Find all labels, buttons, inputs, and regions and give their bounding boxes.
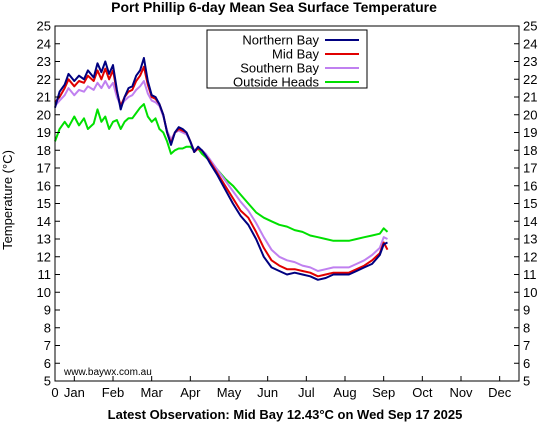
y-tick-label-left: 10 <box>37 285 51 300</box>
y-tick-label-right: 9 <box>523 303 530 318</box>
y-tick-label-left: 15 <box>37 196 51 211</box>
y-tick-label-left: 16 <box>37 178 51 193</box>
y-tick-label-right: 18 <box>523 143 537 158</box>
x-tick-label: Oct <box>412 385 433 400</box>
y-tick-label-right: 15 <box>523 196 537 211</box>
credit-text: www.baywx.com.au <box>63 367 152 378</box>
y-tick-label-left: 20 <box>37 107 51 122</box>
y-tick-label-right: 25 <box>523 19 537 34</box>
series-line-outside-heads <box>54 103 389 242</box>
series-line-mid-bay <box>54 65 389 278</box>
axis-layer: 5 5 6 6 7 7 8 8 9 9 10 10 11 11 12 12 13 13 14 14 15 15 16 16 17… <box>37 19 538 401</box>
y-tick-label-left: 22 <box>37 72 51 87</box>
latest-observation-footer: Latest Observation: Mid Bay 12.43°C on W… <box>108 407 463 422</box>
series-layer <box>54 57 389 281</box>
y-tick-label-left: 23 <box>37 54 51 69</box>
y-tick-label-right: 16 <box>523 178 537 193</box>
x-tick-label: Dec <box>488 385 512 400</box>
legend-label: Mid Bay <box>272 47 319 62</box>
x-tick-label: Jun <box>257 385 278 400</box>
y-tick-label-left: 14 <box>37 214 51 229</box>
x-tick-label: May <box>217 385 242 400</box>
y-tick-label-right: 17 <box>523 161 537 176</box>
y-tick-label-left: 13 <box>37 232 51 247</box>
legend-label: Outside Heads <box>233 75 319 90</box>
y-tick-label-right: 19 <box>523 125 537 140</box>
y-tick-label-left: 17 <box>37 161 51 176</box>
x-tick-label: Apr <box>180 385 201 400</box>
x-tick-label: Aug <box>333 385 356 400</box>
legend-label: Northern Bay <box>242 33 319 48</box>
legend-label: Southern Bay <box>240 61 319 76</box>
x-tick-label: 0 <box>51 385 58 400</box>
y-axis-label: Temperature (°C) <box>0 150 15 250</box>
y-tick-label-left: 21 <box>37 90 51 105</box>
y-tick-label-left: 5 <box>44 374 51 389</box>
y-tick-label-right: 20 <box>523 107 537 122</box>
x-tick-label: Sep <box>372 385 395 400</box>
y-tick-label-left: 11 <box>38 267 52 282</box>
x-tick-label: Feb <box>102 385 124 400</box>
y-tick-label-right: 11 <box>523 267 537 282</box>
y-tick-label-left: 18 <box>37 143 51 158</box>
series-line-southern-bay <box>54 80 388 272</box>
y-tick-label-right: 7 <box>523 338 530 353</box>
y-tick-label-left: 6 <box>44 356 51 371</box>
y-tick-label-right: 12 <box>523 249 537 264</box>
y-tick-label-left: 8 <box>44 320 51 335</box>
x-tick-label: Mar <box>140 385 163 400</box>
y-tick-label-left: 25 <box>37 19 51 34</box>
x-tick-label: Jul <box>298 385 315 400</box>
y-tick-label-right: 23 <box>523 54 537 69</box>
y-tick-label-right: 21 <box>523 90 537 105</box>
y-tick-label-left: 9 <box>44 303 51 318</box>
chart-title: Port Phillip 6-day Mean Sea Surface Temp… <box>111 0 437 15</box>
y-tick-label-right: 8 <box>523 320 530 335</box>
y-tick-label-left: 19 <box>37 125 51 140</box>
y-tick-label-left: 24 <box>37 36 51 51</box>
y-tick-label-right: 5 <box>523 374 530 389</box>
y-tick-label-right: 22 <box>523 72 537 87</box>
y-tick-label-left: 7 <box>44 338 51 353</box>
y-tick-label-right: 14 <box>523 214 537 229</box>
series-line-northern-bay <box>54 57 388 281</box>
x-tick-label: Jan <box>64 385 85 400</box>
y-tick-label-right: 24 <box>523 36 537 51</box>
y-tick-label-right: 10 <box>523 285 537 300</box>
x-tick-label: Nov <box>449 385 473 400</box>
y-tick-label-left: 12 <box>37 249 51 264</box>
y-tick-label-right: 6 <box>523 356 530 371</box>
y-tick-label-right: 13 <box>523 232 537 247</box>
